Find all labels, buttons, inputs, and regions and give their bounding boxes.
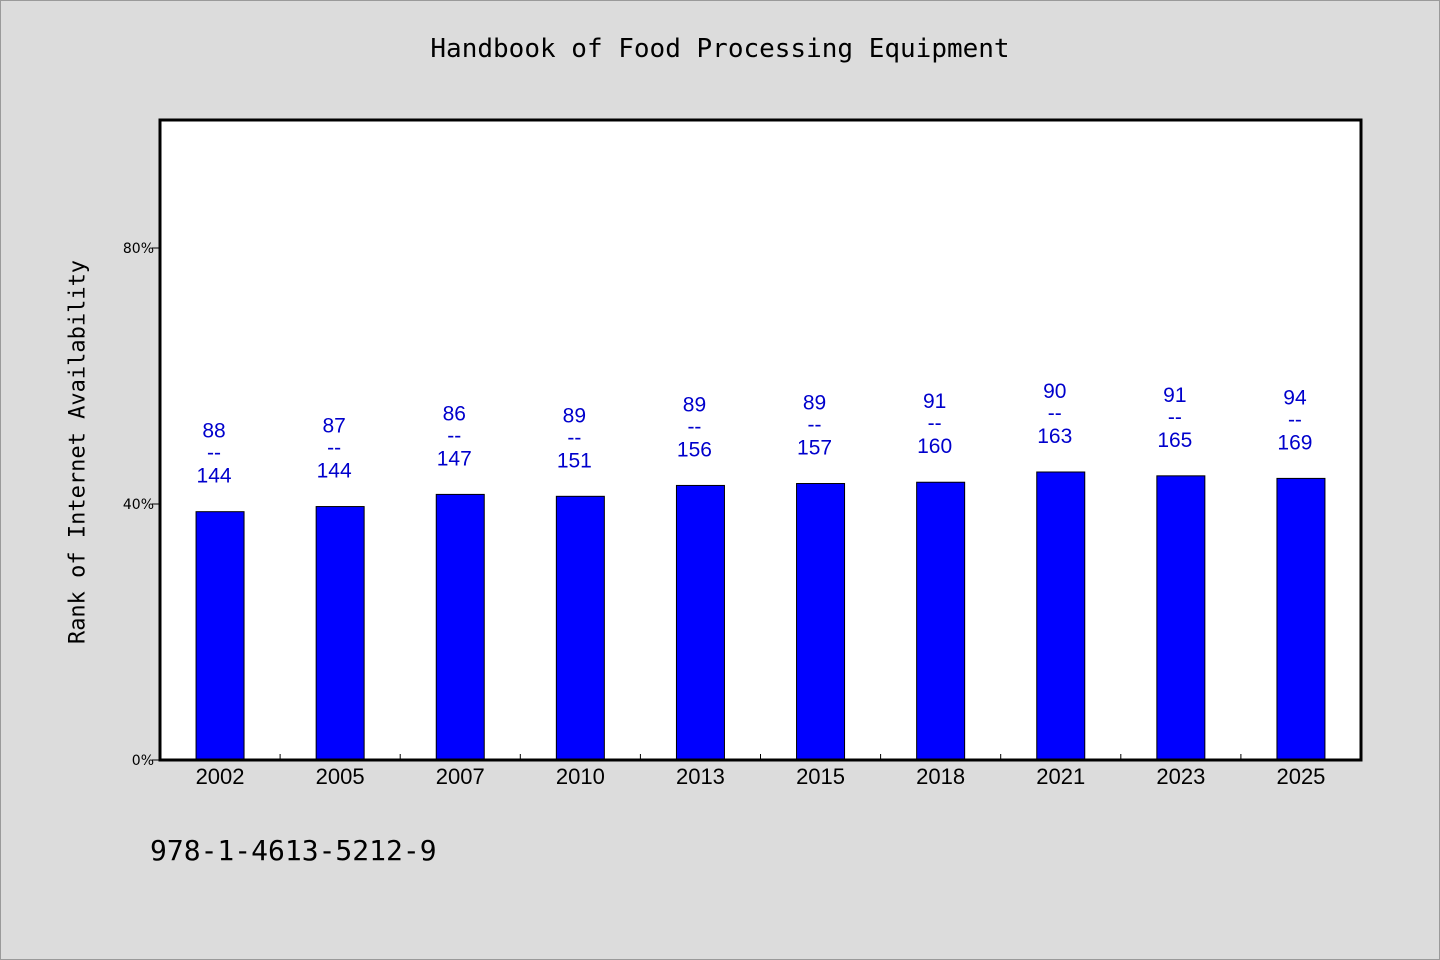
bar	[1276, 477, 1326, 761]
x-tick-label: 2023	[1156, 764, 1205, 789]
data-label-separator: --	[327, 437, 341, 460]
y-tick-label: 40%	[123, 497, 154, 513]
data-label-top: 90	[1043, 380, 1066, 403]
data-label-bottom: 165	[1157, 429, 1192, 452]
data-label-bottom: 156	[677, 438, 712, 461]
bar	[195, 511, 245, 761]
data-label-separator: --	[808, 414, 822, 437]
data-label-top: 86	[443, 402, 466, 425]
x-tick-label: 2021	[1036, 764, 1085, 789]
bar	[916, 481, 966, 761]
data-label-bottom: 169	[1277, 431, 1312, 454]
x-tick-label: 2010	[556, 764, 605, 789]
bar	[675, 484, 725, 761]
data-label-separator: --	[207, 442, 221, 465]
x-tick-label: 2025	[1276, 764, 1325, 789]
chart-title: Handbook of Food Processing Equipment	[430, 34, 1010, 64]
bar	[315, 506, 365, 761]
data-label-separator: --	[687, 415, 701, 438]
data-label-bottom: 163	[1037, 425, 1072, 448]
data-label-separator: --	[1288, 408, 1302, 431]
data-label-top: 91	[923, 390, 946, 413]
bar	[1036, 471, 1086, 761]
y-tick-label: 80%	[123, 241, 154, 257]
bar	[1156, 475, 1206, 761]
plot-border	[158, 118, 1363, 762]
data-label-bottom: 144	[317, 460, 352, 483]
data-label-top: 89	[803, 392, 826, 415]
data-label-separator: --	[447, 424, 461, 447]
isbn-footer: 978-1-4613-5212-9	[150, 834, 437, 867]
x-tick-label: 2013	[676, 764, 725, 789]
data-label-bottom: 160	[917, 435, 952, 458]
data-label-top: 88	[202, 420, 225, 443]
data-label-top: 87	[322, 415, 345, 438]
x-tick-label: 2002	[196, 764, 245, 789]
data-label-separator: --	[567, 426, 581, 449]
x-tick-label: 2018	[916, 764, 965, 789]
bar	[555, 495, 605, 761]
data-label-bottom: 147	[437, 447, 472, 470]
bar	[796, 483, 846, 761]
data-label-separator: --	[928, 412, 942, 435]
data-label-top: 94	[1283, 386, 1307, 409]
y-tick-label: 0%	[132, 753, 154, 769]
data-label-top: 89	[563, 404, 586, 427]
x-tick-label: 2005	[316, 764, 365, 789]
data-label-bottom: 157	[797, 437, 832, 460]
data-label-top: 89	[683, 393, 706, 416]
data-label-separator: --	[1048, 402, 1062, 425]
bar	[435, 493, 485, 761]
x-tick-label: 2007	[436, 764, 485, 789]
data-label-bottom: 144	[197, 465, 232, 488]
data-label-separator: --	[1168, 406, 1182, 429]
data-label-top: 91	[1163, 384, 1186, 407]
data-label-bottom: 151	[557, 449, 592, 472]
x-tick-label: 2015	[796, 764, 845, 789]
